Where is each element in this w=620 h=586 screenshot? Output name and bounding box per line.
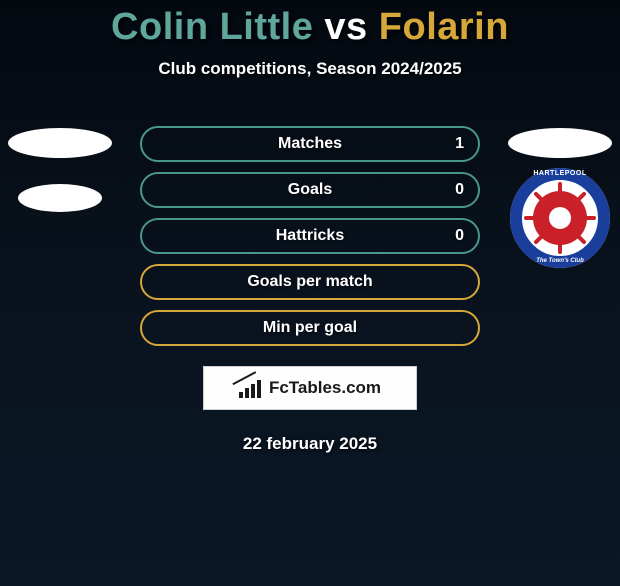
bar-label: Goals per match <box>247 273 372 291</box>
bar-label: Goals <box>288 181 332 199</box>
bar-value-right: 0 <box>455 181 464 199</box>
bar-value-right: 1 <box>455 135 464 153</box>
bar-label: Matches <box>278 135 342 153</box>
bar-min-per-goal: Min per goal <box>140 310 480 346</box>
page-title: Colin Little vs Folarin <box>0 6 620 49</box>
bar-hattricks: Hattricks 0 <box>140 218 480 254</box>
stats-bars: Matches 1 Goals 0 Hattricks 0 Goals per … <box>0 126 620 454</box>
bar-value-right: 0 <box>455 227 464 245</box>
bar-matches: Matches 1 <box>140 126 480 162</box>
subtitle: Club competitions, Season 2024/2025 <box>0 59 620 79</box>
logo-text: FcTables.com <box>269 378 381 398</box>
badge-center <box>549 207 571 229</box>
bar-label: Min per goal <box>263 319 357 337</box>
title-player1: Colin Little <box>111 6 313 48</box>
fctables-logo[interactable]: FcTables.com <box>203 366 417 410</box>
bar-label: Hattricks <box>276 227 344 245</box>
title-player2: Folarin <box>379 6 509 48</box>
bar-goals: Goals 0 <box>140 172 480 208</box>
bar-goals-per-match: Goals per match <box>140 264 480 300</box>
title-vs: vs <box>324 6 367 48</box>
date-label: 22 february 2025 <box>243 434 377 454</box>
bar-chart-icon <box>239 378 263 398</box>
